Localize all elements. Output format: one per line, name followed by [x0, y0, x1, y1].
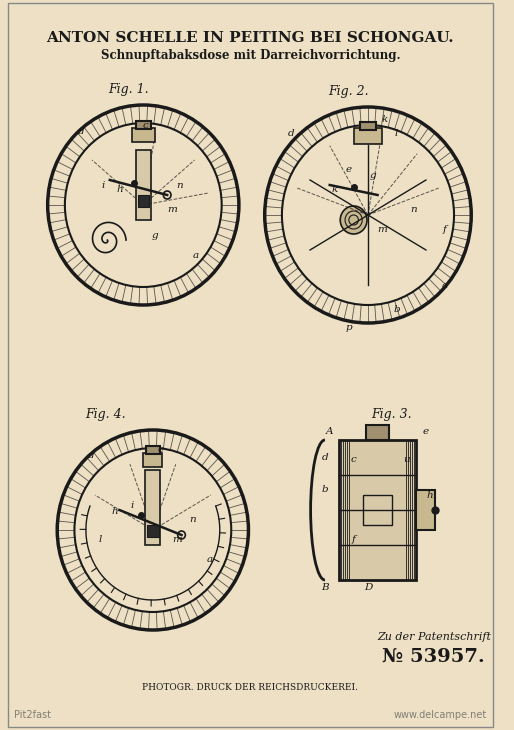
Text: n: n — [411, 206, 417, 215]
FancyBboxPatch shape — [136, 150, 151, 220]
Text: c: c — [142, 121, 148, 131]
Text: Fig. 1.: Fig. 1. — [108, 83, 149, 96]
FancyBboxPatch shape — [360, 122, 376, 130]
Text: d: d — [78, 126, 84, 136]
FancyBboxPatch shape — [146, 446, 159, 454]
FancyBboxPatch shape — [132, 128, 155, 142]
Text: Pit2fast: Pit2fast — [14, 710, 51, 720]
Text: e: e — [346, 166, 352, 174]
Text: g: g — [152, 231, 158, 239]
FancyBboxPatch shape — [366, 425, 389, 440]
Text: i: i — [101, 180, 105, 190]
Text: Fig. 3.: Fig. 3. — [372, 408, 412, 421]
Text: k: k — [382, 115, 388, 125]
FancyBboxPatch shape — [354, 128, 382, 144]
Text: l: l — [99, 536, 102, 545]
Text: d: d — [87, 451, 94, 461]
Text: i: i — [130, 501, 134, 510]
Text: h: h — [116, 185, 123, 194]
Text: www.delcampe.net: www.delcampe.net — [393, 710, 487, 720]
Text: f: f — [352, 536, 356, 545]
Text: D: D — [364, 583, 372, 593]
Text: d: d — [288, 128, 295, 137]
Text: PHOTOGR. DRUCK DER REICHSDRUCKEREI.: PHOTOGR. DRUCK DER REICHSDRUCKEREI. — [142, 683, 358, 692]
Text: e: e — [423, 428, 428, 437]
Text: a: a — [442, 280, 448, 290]
Text: Zu der Patentschrift: Zu der Patentschrift — [378, 632, 491, 642]
Text: m: m — [172, 536, 181, 545]
Circle shape — [340, 206, 367, 234]
FancyBboxPatch shape — [136, 121, 151, 129]
Text: g: g — [370, 171, 376, 180]
FancyBboxPatch shape — [143, 453, 162, 467]
Text: h: h — [427, 491, 433, 499]
Text: B: B — [321, 583, 329, 593]
Text: a: a — [193, 250, 199, 259]
Text: k: k — [332, 185, 338, 194]
Text: Schnupftabaksdose mit Darreichvorrichtung.: Schnupftabaksdose mit Darreichvorrichtun… — [101, 50, 400, 63]
Text: A: A — [326, 428, 334, 437]
Text: a: a — [207, 556, 213, 564]
Text: p: p — [345, 323, 352, 332]
FancyBboxPatch shape — [147, 525, 159, 537]
Text: l: l — [395, 128, 398, 137]
Text: h: h — [112, 507, 118, 517]
Text: c: c — [351, 456, 357, 464]
FancyBboxPatch shape — [416, 490, 435, 530]
Text: d: d — [322, 453, 328, 463]
Text: f: f — [443, 226, 446, 234]
Text: m: m — [167, 206, 177, 215]
FancyBboxPatch shape — [138, 195, 149, 207]
Text: m: m — [377, 226, 387, 234]
Text: n: n — [176, 180, 183, 190]
Text: № 53957.: № 53957. — [382, 648, 485, 666]
FancyBboxPatch shape — [339, 440, 416, 580]
Text: u: u — [403, 456, 410, 464]
Text: c: c — [158, 445, 163, 455]
FancyBboxPatch shape — [145, 470, 160, 545]
Text: Fig. 4.: Fig. 4. — [85, 408, 125, 421]
Text: n: n — [190, 515, 196, 524]
Text: b: b — [393, 305, 400, 315]
Text: Fig. 2.: Fig. 2. — [328, 85, 369, 98]
Text: b: b — [322, 485, 328, 494]
Text: ANTON SCHELLE IN PEITING BEI SCHONGAU.: ANTON SCHELLE IN PEITING BEI SCHONGAU. — [47, 31, 454, 45]
